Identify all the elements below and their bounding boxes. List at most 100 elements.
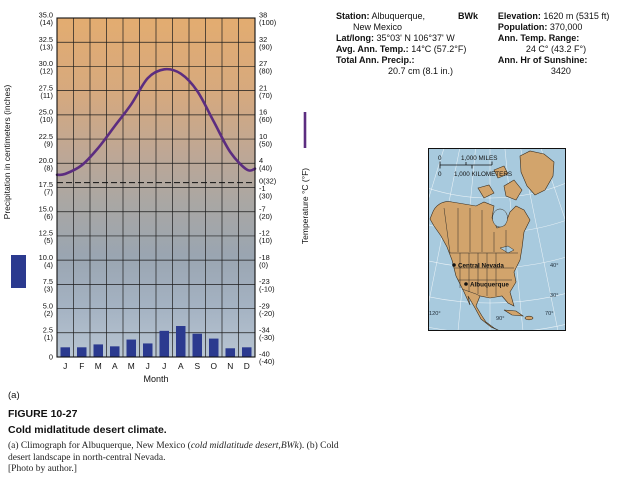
svg-text:32: 32 [259,35,267,44]
grat-label-120: 120° [429,311,441,317]
svg-text:D: D [244,361,250,371]
albuquerque-label: Albuquerque [470,282,509,289]
cuba [503,309,525,317]
svg-text:(1): (1) [44,333,53,342]
svg-text:(-10): (-10) [259,285,275,294]
svg-text:-18: -18 [259,253,270,262]
precip-bar [143,343,153,357]
temprange-label-line: Ann. Temp. Range: [497,33,580,43]
precip-bars [60,326,252,357]
right-axis-ticks: 38(100) 32(90) 27(80) 21(70) 16(60) 10(50) 4(4… [259,11,276,367]
station-info-col2: Elevation: 1620 m (5315 ft) Population: … [498,11,636,77]
avgtemp-line: Avg. Ann. Temp.: 14°C (57.2°F) [336,44,467,54]
plot-border [56,17,256,358]
svg-text:J: J [63,361,67,371]
grat-label-90: 90° [496,316,504,322]
svg-text:17.5: 17.5 [39,180,53,189]
central-nevada-dot [452,263,456,267]
svg-text:(60): (60) [259,115,272,124]
climograph-svg: 35.0(14)32.5(13)30.0(12)27.5(11)25.0(10)… [2,11,310,384]
svg-text:(2): (2) [44,309,53,318]
svg-text:(40): (40) [259,163,272,172]
svg-text:27: 27 [259,59,267,68]
svg-text:(-40): (-40) [259,357,275,366]
svg-text:16: 16 [259,108,267,117]
svg-text:5.0: 5.0 [43,301,53,310]
svg-text:J: J [146,361,150,371]
central-nevada-label: Central Nevada [458,263,504,270]
svg-text:(9): (9) [44,139,53,148]
albuquerque-dot [464,282,468,286]
svg-text:4: 4 [259,156,263,165]
svg-text:A: A [178,361,184,371]
svg-text:M: M [128,361,135,371]
elevation-line: Elevation: 1620 m (5315 ft) [497,11,610,21]
grat-label-30: 30° [550,293,558,299]
precip-bar [176,326,186,357]
greenland [519,150,555,196]
scale-bar: 0 1,000 MILES 0 1,000 KILOMETERS [438,155,512,178]
precip-value-line: 20.7 cm (8.1 in.) [388,66,454,76]
precip-bar [225,348,235,357]
svg-text:(7): (7) [44,188,53,197]
climograph: 35.0 (14) 32.5 (13) 30.0 (12) 27.5 (11) 25.0 (10)… [0,0,322,392]
svg-text:10.0: 10.0 [39,253,53,262]
svg-text:(-30): (-30) [259,333,275,342]
svg-text:(4): (4) [44,260,53,269]
svg-text:(30): (30) [259,192,272,201]
svg-text:(8): (8) [44,163,53,172]
svg-text:-34: -34 [259,325,270,334]
grid [56,17,256,358]
scale-miles-label: 1,000 MILES [461,155,497,162]
sunshine-label-line: Ann. Hr of Sunshine: [497,55,588,65]
svg-text:M: M [95,361,102,371]
temprange-value-line: 24 C° (43.2 F°) [525,44,587,54]
svg-text:(90): (90) [259,42,272,51]
station-line2: New Mexico [353,22,403,32]
caption-italic-koppen: BWk [280,441,299,451]
svg-text:(0): (0) [259,260,268,269]
temperature-curve [55,67,257,177]
precip-bar [242,347,252,357]
svg-text:15.0: 15.0 [39,204,53,213]
svg-text:(12): (12) [40,67,53,76]
figure-number: FIGURE 10-27 [8,408,78,420]
caption-text2: ). (b) Cold desert landscape in north-ce… [8,441,339,463]
svg-text:0: 0 [49,353,53,362]
svg-text:12.5: 12.5 [39,229,53,238]
scale-zero-km: 0 [438,171,442,178]
svg-text:25.0: 25.0 [39,108,53,117]
svg-text:(10): (10) [259,236,272,245]
svg-text:21: 21 [259,83,267,92]
svg-text:-12: -12 [259,229,270,238]
map-svg: 0 1,000 MILES 0 1,000 KILOMETERS Central… [428,148,566,331]
freezing-tick-label: 0(32) [259,177,276,186]
population-line: Population: 370,000 [497,22,583,32]
figure-caption-body: (a) Climograph for Albuquerque, New Mexi… [8,441,342,476]
svg-text:35.0: 35.0 [39,11,53,20]
right-y-axis-label: Temperature °C (°F) [300,168,310,244]
figure-title: Cold midlatitude desert climate. [8,424,167,436]
svg-text:-40: -40 [259,350,270,359]
precip-bar [126,339,136,357]
station-info: Station: Albuquerque, BWk New Mexico Lat/… [336,11,636,77]
svg-text:-23: -23 [259,277,270,286]
baffin-island [503,179,523,201]
precip-bar [209,338,219,357]
station-line: Station: Albuquerque, BWk [336,11,478,21]
caption-text: (a) Climograph for Albuquerque, New Mexi… [8,441,191,451]
svg-text:O: O [210,361,217,371]
svg-text:(100): (100) [259,18,276,27]
latlong-line: Lat/long: 35°03' N 106°37' W [336,33,455,43]
subfigure-label: (a) [8,390,20,401]
precip-bar [110,346,120,357]
victoria-island [477,184,495,199]
locator-map: 0 1,000 MILES 0 1,000 KILOMETERS Central… [428,148,566,331]
precip-label-line: Total Ann. Precip.: [336,55,415,65]
svg-text:(50): (50) [259,139,272,148]
svg-text:-1: -1 [259,184,266,193]
svg-text:(70): (70) [259,91,272,100]
precip-bar [192,333,202,357]
